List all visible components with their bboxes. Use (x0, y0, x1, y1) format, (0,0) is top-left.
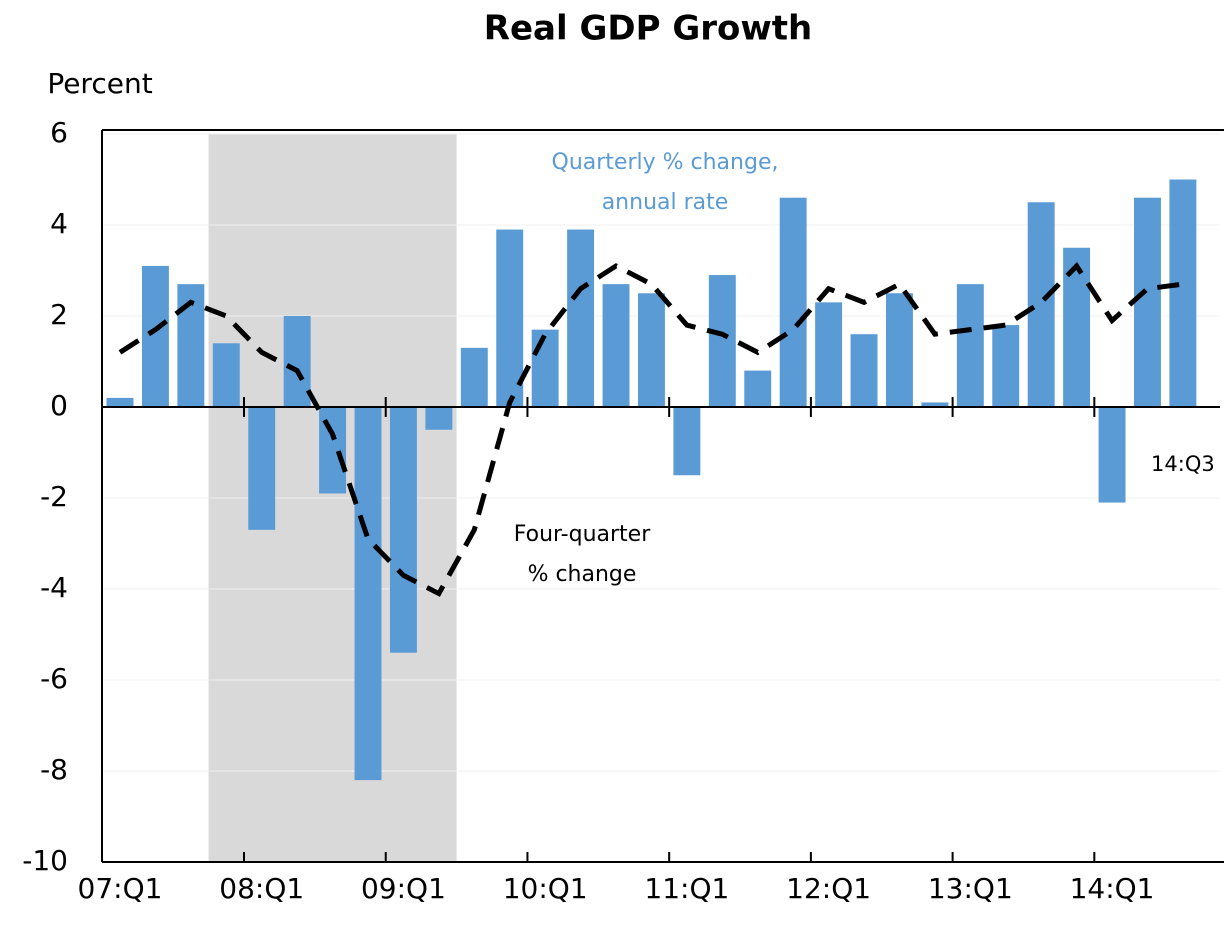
bar (496, 229, 524, 407)
bar (921, 402, 949, 407)
bar (389, 407, 417, 653)
line (118, 261, 1184, 597)
chart-title: Real GDP Growth (484, 9, 812, 49)
bar (248, 407, 276, 530)
bar (319, 407, 347, 494)
y-tick-label: -2 (40, 480, 68, 513)
bar (1134, 197, 1161, 407)
y-tick-label: -10 (22, 844, 68, 877)
bar (425, 407, 453, 430)
y-tick-label: 6 (50, 116, 68, 149)
x-tick-label: 11:Q1 (644, 872, 729, 905)
bar (637, 293, 665, 407)
bar (708, 275, 736, 407)
y-tick-label: -4 (40, 571, 68, 604)
bar (992, 325, 1020, 407)
bar (531, 329, 559, 407)
y-tick-label: -6 (40, 662, 68, 695)
series-label: % change (528, 562, 637, 587)
bar (106, 397, 134, 407)
x-tick-label: 08:Q1 (219, 872, 304, 905)
bar (1063, 247, 1091, 407)
x-tick-label: 07:Q1 (78, 872, 163, 905)
bar (141, 265, 169, 407)
bar (779, 197, 807, 407)
x-tick-label: 10:Q1 (503, 872, 588, 905)
bar (212, 343, 240, 407)
series-label: Four-quarter (514, 522, 651, 547)
y-tick-label: 2 (50, 298, 68, 331)
x-end-label: 14:Q3 (1151, 452, 1215, 476)
bar (1027, 202, 1055, 407)
bar (815, 302, 843, 407)
bar (460, 347, 488, 407)
y-tick-label: -8 (40, 753, 68, 786)
y-axis-label: Percent (47, 67, 152, 100)
bar (567, 229, 595, 407)
y-tick-label: 4 (50, 207, 68, 240)
bar (602, 284, 630, 407)
y-tick-label: 0 (50, 389, 68, 422)
x-tick-label: 12:Q1 (786, 872, 871, 905)
bar (673, 407, 701, 476)
bar (283, 316, 311, 407)
series-label: annual rate (602, 190, 729, 215)
bar (1098, 407, 1126, 503)
x-tick-label: 09:Q1 (361, 872, 446, 905)
bar (850, 334, 878, 407)
bar (354, 407, 382, 781)
x-tick-label: 13:Q1 (928, 872, 1013, 905)
series-label: Quarterly % change, (552, 150, 779, 175)
bar (885, 293, 913, 407)
bar (1169, 179, 1197, 407)
x-tick-label: 14:Q1 (1070, 872, 1155, 905)
bar (744, 370, 772, 407)
bar (956, 284, 984, 407)
